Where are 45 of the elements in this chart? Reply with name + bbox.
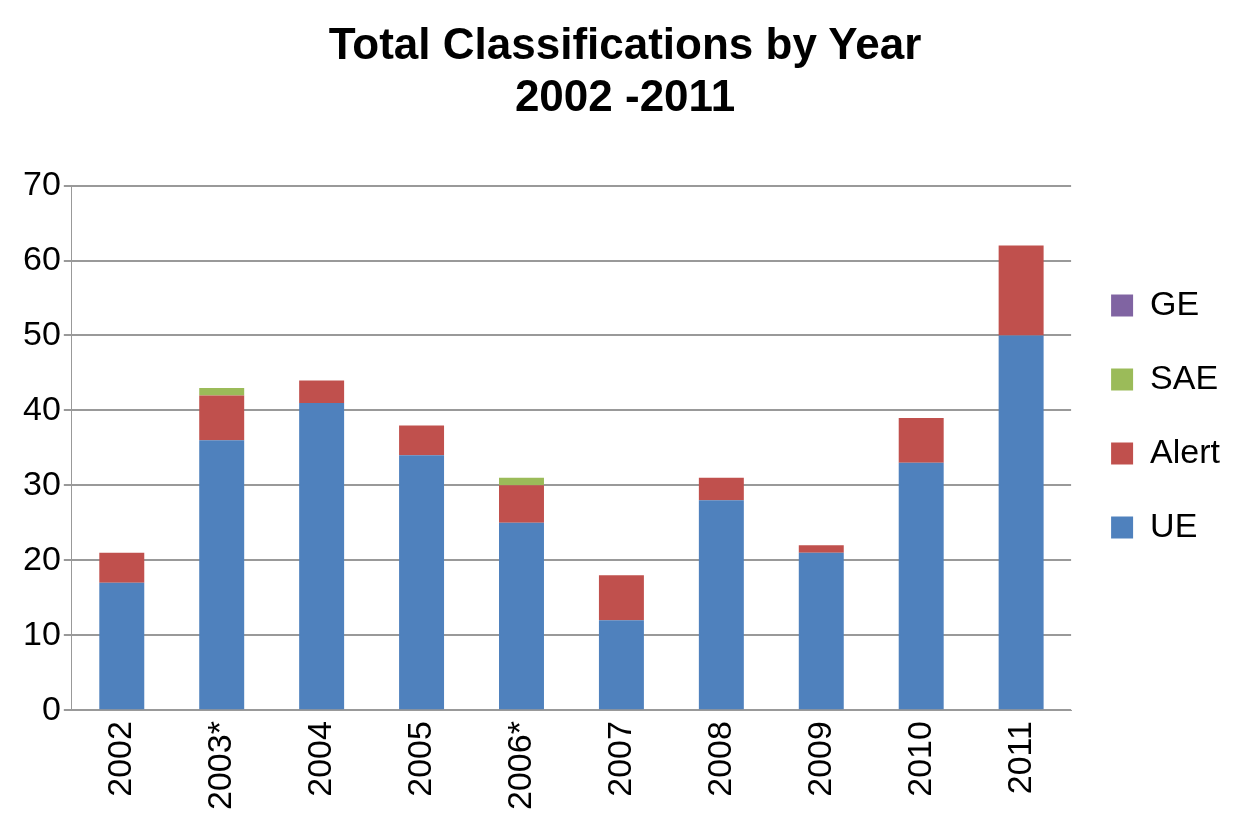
y-tick-label: 70 [22,163,61,202]
y-tick-label: 0 [41,688,61,727]
y-tick-label: 50 [22,313,61,352]
bar [499,485,544,523]
bar [299,402,345,710]
bar [199,440,245,710]
bar [299,380,345,403]
x-tick-label: 2005 [399,721,438,797]
bar [598,620,644,710]
bar [798,552,844,710]
x-tick-label: 2009 [799,721,838,797]
legend-label: GE [1150,283,1200,322]
y-tick-label: 10 [22,613,61,652]
x-tick-label: 2010 [899,721,938,797]
legend-label: Alert [1150,431,1221,470]
y-tick-label: 30 [22,463,61,502]
legend-label: UE [1150,505,1198,544]
bar [698,500,744,710]
bar [399,455,445,710]
x-tick-label: 2008 [699,721,738,797]
bar [99,582,145,710]
y-tick-label: 60 [22,238,61,277]
bar [199,395,245,441]
bar [399,425,445,456]
bar [499,477,544,486]
bar [798,545,844,553]
x-tick-label: 2002 [100,721,139,797]
bar [598,575,644,621]
x-tick-label: 2003* [200,721,239,811]
x-tick-label: 2007 [599,721,638,797]
legend-label: SAE [1150,357,1219,396]
bar [499,522,544,710]
x-tick-label: 2011 [999,721,1038,795]
chart-title: Total Classifications by Year 2002 -2011 [328,18,922,121]
bar [898,462,944,710]
y-tick-label: 40 [22,388,61,427]
bar [898,417,944,463]
bar [199,387,245,396]
bar [99,552,145,583]
x-tick-label: 2006* [499,721,538,811]
bar [998,245,1044,336]
x-tick-label: 2004 [300,721,339,797]
bar [698,477,744,501]
bar [998,335,1044,710]
y-tick-label: 20 [22,538,61,577]
